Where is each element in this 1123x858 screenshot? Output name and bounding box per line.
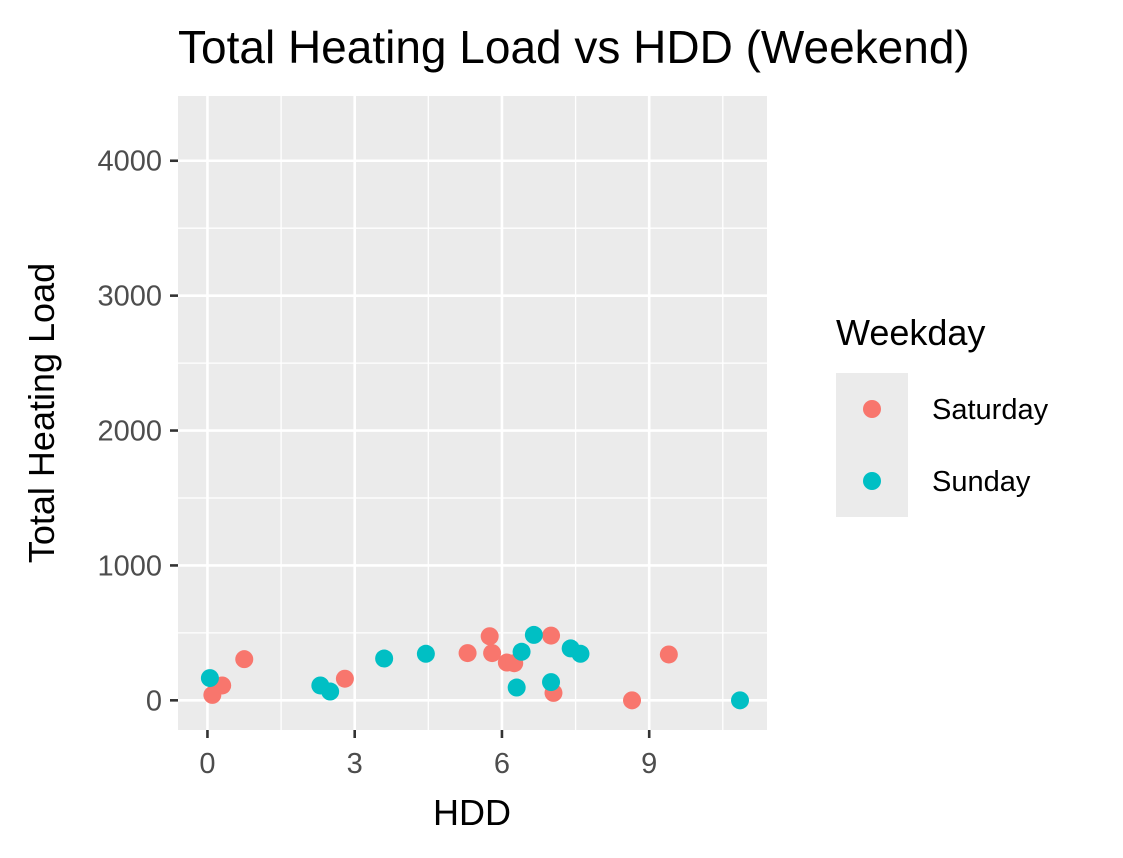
y-tick-label: 4000 (97, 146, 162, 178)
point-saturday (623, 691, 642, 710)
grid-minor (178, 96, 767, 730)
point-sunday (512, 642, 531, 661)
x-tick-label: 0 (199, 748, 215, 780)
point-sunday (375, 649, 394, 668)
point-saturday (480, 627, 499, 646)
point-saturday (458, 644, 477, 663)
x-tick-label: 3 (347, 748, 363, 780)
legend-marker-sunday (863, 472, 881, 490)
point-sunday (524, 625, 543, 644)
legend-label-sunday: Sunday (932, 466, 1031, 498)
x-tick-label: 9 (641, 748, 657, 780)
x-axis-title: HDD (433, 792, 511, 833)
y-tick-label: 1000 (97, 550, 162, 582)
legend-marker-saturday (863, 400, 881, 418)
x-tick-label: 6 (494, 748, 510, 780)
legend-items: Saturday Sunday (863, 394, 1049, 498)
legend: Weekday Saturday Sunday (836, 312, 1049, 517)
y-tick-label: 3000 (97, 281, 162, 313)
point-sunday (542, 673, 561, 692)
plot-panel (178, 96, 767, 730)
y-tick-label: 2000 (97, 416, 162, 448)
point-sunday (200, 669, 219, 688)
legend-key-background (836, 373, 908, 517)
data-points (200, 625, 750, 710)
point-sunday (416, 644, 435, 663)
point-saturday (483, 644, 502, 663)
point-saturday (659, 645, 678, 664)
point-sunday (507, 678, 526, 697)
legend-title: Weekday (836, 312, 985, 353)
point-saturday (542, 626, 561, 645)
y-tick-label: 0 (146, 685, 162, 717)
plot-background (178, 96, 767, 730)
grid-major (178, 96, 767, 730)
legend-label-saturday: Saturday (932, 394, 1049, 426)
point-sunday (731, 691, 750, 710)
y-axis: 0 1000 2000 3000 4000 (97, 146, 178, 717)
point-sunday (571, 644, 590, 663)
point-saturday (235, 650, 254, 669)
point-sunday (321, 682, 340, 701)
point-saturday (335, 669, 354, 688)
y-axis-title: Total Heating Load (21, 263, 62, 563)
chart-title: Total Heating Load vs HDD (Weekend) (178, 21, 970, 73)
x-axis: 0 3 6 9 (199, 730, 657, 780)
